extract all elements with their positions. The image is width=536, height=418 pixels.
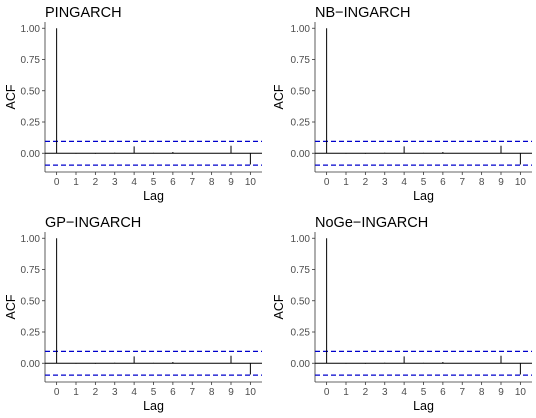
y-tick-label: 0.50 — [291, 296, 311, 307]
x-tick-label: 10 — [245, 387, 257, 398]
panel-title: GP−INGARCH — [45, 215, 141, 231]
x-tick-label: 2 — [363, 177, 369, 188]
x-tick-label: 1 — [73, 387, 79, 398]
x-tick-label: 6 — [440, 387, 446, 398]
y-tick-label: 0.00 — [291, 359, 311, 370]
y-tick-label: 0.75 — [21, 265, 41, 276]
x-tick-label: 9 — [498, 177, 504, 188]
x-tick-label: 8 — [209, 177, 215, 188]
y-tick-label: 0.25 — [21, 328, 41, 339]
y-tick-label: 0.75 — [291, 55, 311, 66]
x-tick-label: 4 — [401, 387, 407, 398]
x-tick-label: 3 — [112, 177, 118, 188]
x-tick-label: 5 — [151, 177, 157, 188]
acf-panel-3: GP−INGARCH 0.00 0.25 0.50 0.75 1.00 0 1 2 3 4 5 6 7 8 9… — [4, 215, 262, 413]
x-tick-label: 7 — [459, 177, 465, 188]
x-tick-label: 5 — [151, 387, 157, 398]
x-tick-label: 7 — [189, 387, 195, 398]
x-tick-label: 1 — [343, 387, 349, 398]
y-tick-label: 0.25 — [291, 328, 311, 339]
y-axis-label: ACF — [4, 84, 18, 109]
y-tick-label: 0.50 — [21, 296, 41, 307]
x-axis-label: Lag — [143, 399, 164, 413]
x-tick-label: 3 — [112, 387, 118, 398]
y-tick-label: 0.75 — [21, 55, 41, 66]
y-axis-label: ACF — [4, 294, 18, 319]
y-tick-label: 0.00 — [291, 149, 311, 160]
x-tick-label: 2 — [93, 387, 99, 398]
x-tick-label: 10 — [245, 177, 257, 188]
panel-title: PINGARCH — [45, 5, 122, 21]
acf-panel-4: NoGe−INGARCH 0.00 0.25 0.50 0.75 1.00 0 1 2 3 4 5 6 7… — [272, 215, 532, 413]
y-tick-label: 1.00 — [291, 24, 311, 35]
x-tick-label: 0 — [54, 387, 60, 398]
x-tick-label: 5 — [421, 387, 427, 398]
x-tick-label: 1 — [343, 177, 349, 188]
x-axis-label: Lag — [413, 189, 434, 203]
y-tick-label: 0.50 — [21, 86, 41, 97]
x-tick-label: 4 — [131, 387, 137, 398]
y-axis-label: ACF — [272, 84, 286, 109]
x-tick-label: 8 — [479, 387, 485, 398]
x-tick-label: 10 — [515, 177, 527, 188]
panel-title: NoGe−INGARCH — [315, 215, 428, 231]
y-tick-label: 1.00 — [21, 234, 41, 245]
y-tick-label: 1.00 — [21, 24, 41, 35]
y-tick-label: 0.00 — [21, 359, 41, 370]
x-tick-label: 1 — [73, 177, 79, 188]
y-tick-label: 1.00 — [291, 234, 311, 245]
x-tick-label: 4 — [131, 177, 137, 188]
x-tick-label: 6 — [170, 387, 176, 398]
x-tick-label: 6 — [170, 177, 176, 188]
x-tick-label: 9 — [228, 177, 234, 188]
y-tick-label: 0.25 — [21, 118, 41, 129]
acf-panel-2: NB−INGARCH 0.00 0.25 0.50 0.75 1.00 0 1 2 3 4 5 6 7 8 9… — [272, 5, 532, 203]
x-tick-label: 2 — [93, 177, 99, 188]
x-axis-label: Lag — [143, 189, 164, 203]
x-tick-label: 0 — [54, 177, 60, 188]
x-tick-label: 2 — [363, 387, 369, 398]
x-tick-label: 8 — [479, 177, 485, 188]
y-tick-label: 0.25 — [291, 118, 311, 129]
x-tick-label: 10 — [515, 387, 527, 398]
x-tick-label: 7 — [459, 387, 465, 398]
y-axis-label: ACF — [272, 294, 286, 319]
x-tick-label: 9 — [228, 387, 234, 398]
x-axis-label: Lag — [413, 399, 434, 413]
y-tick-label: 0.50 — [291, 86, 311, 97]
x-tick-label: 3 — [382, 177, 388, 188]
x-tick-label: 5 — [421, 177, 427, 188]
x-tick-label: 7 — [189, 177, 195, 188]
x-tick-label: 9 — [498, 387, 504, 398]
x-tick-label: 0 — [324, 387, 330, 398]
x-tick-label: 3 — [382, 387, 388, 398]
x-tick-label: 6 — [440, 177, 446, 188]
panel-title: NB−INGARCH — [315, 5, 410, 21]
y-tick-label: 0.00 — [21, 149, 41, 160]
acf-panel-1: PINGARCH 0.00 0.25 0.50 0.75 1.00 0 1 2 3 4 5 6 7 8 9 10… — [4, 5, 262, 203]
x-tick-label: 4 — [401, 177, 407, 188]
x-tick-label: 0 — [324, 177, 330, 188]
y-tick-label: 0.75 — [291, 265, 311, 276]
x-tick-label: 8 — [209, 387, 215, 398]
